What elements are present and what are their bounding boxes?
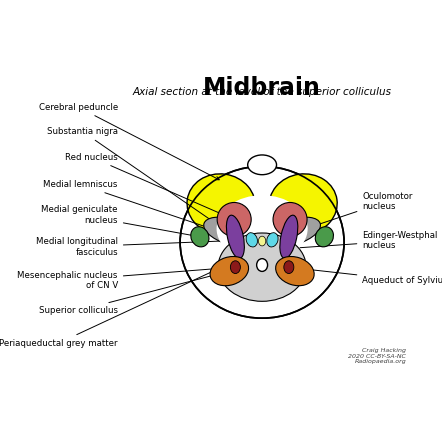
Text: Superior colliculus: Superior colliculus bbox=[39, 271, 225, 315]
Ellipse shape bbox=[191, 227, 209, 247]
Ellipse shape bbox=[187, 174, 255, 235]
Ellipse shape bbox=[269, 174, 337, 235]
Circle shape bbox=[217, 202, 251, 236]
Circle shape bbox=[273, 202, 307, 236]
Ellipse shape bbox=[230, 261, 240, 274]
Ellipse shape bbox=[276, 256, 314, 286]
Text: Mesencephalic nucleus
of CN V: Mesencephalic nucleus of CN V bbox=[18, 266, 232, 290]
Ellipse shape bbox=[248, 155, 277, 175]
Ellipse shape bbox=[226, 215, 244, 259]
Ellipse shape bbox=[204, 217, 255, 246]
Text: Aqueduct of Sylvius: Aqueduct of Sylvius bbox=[273, 264, 442, 285]
Text: Red nucleus: Red nucleus bbox=[65, 153, 231, 218]
Text: Periaqueductal grey matter: Periaqueductal grey matter bbox=[0, 260, 236, 347]
Ellipse shape bbox=[217, 195, 308, 262]
Ellipse shape bbox=[259, 236, 266, 246]
Ellipse shape bbox=[315, 227, 333, 247]
Ellipse shape bbox=[246, 232, 257, 247]
Text: Midbrain: Midbrain bbox=[203, 76, 321, 100]
Ellipse shape bbox=[280, 215, 298, 259]
Text: Medial longitudinal
fasciculus: Medial longitudinal fasciculus bbox=[36, 237, 248, 256]
Text: Cerebral peduncle: Cerebral peduncle bbox=[38, 103, 219, 180]
Text: Medial geniculate
nucleus: Medial geniculate nucleus bbox=[42, 205, 196, 237]
Ellipse shape bbox=[210, 256, 248, 286]
Text: Medial lemniscus: Medial lemniscus bbox=[43, 180, 232, 236]
Ellipse shape bbox=[257, 259, 267, 271]
Text: Craig Hacking
2020 CC-BY-SA-NC
Radiopaedia.org: Craig Hacking 2020 CC-BY-SA-NC Radiopaed… bbox=[348, 348, 406, 364]
Text: Oculomotor
nucleus: Oculomotor nucleus bbox=[276, 191, 413, 239]
Text: Substantia nigra: Substantia nigra bbox=[47, 127, 218, 225]
Ellipse shape bbox=[269, 217, 320, 246]
Ellipse shape bbox=[267, 232, 278, 247]
Ellipse shape bbox=[218, 233, 306, 301]
Text: Axial section at the level of the superior colliculus: Axial section at the level of the superi… bbox=[133, 88, 392, 97]
Ellipse shape bbox=[180, 166, 344, 318]
Text: Edinger-Westphal
nucleus: Edinger-Westphal nucleus bbox=[295, 231, 438, 251]
Ellipse shape bbox=[284, 261, 294, 274]
